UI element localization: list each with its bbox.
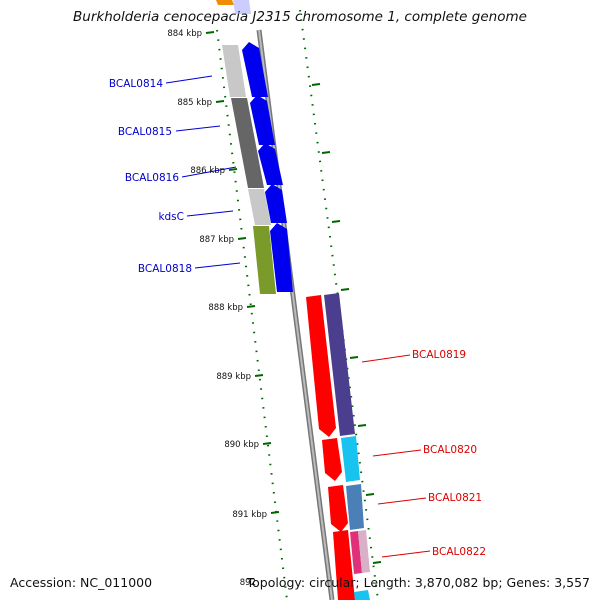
tick-label: 887 kbp	[199, 235, 234, 245]
forward-cds-track	[233, 0, 293, 292]
tick-mark	[270, 511, 280, 514]
cds-arrow-bcal0816	[258, 143, 283, 185]
leader-line	[186, 210, 234, 217]
scale-track-left	[216, 29, 288, 600]
cds-arrow-bcal0818	[270, 223, 293, 292]
gene-label-bcal0816[interactable]: BCAL0816	[125, 172, 179, 184]
feature-block-pink	[358, 530, 370, 573]
tick-mark	[246, 305, 256, 308]
leader-line	[165, 75, 213, 84]
tick-mark	[349, 356, 359, 359]
tick-label: 885 kbp	[177, 98, 212, 108]
tick-mark	[321, 151, 331, 154]
gene-label-bcal0814[interactable]: BCAL0814	[109, 78, 163, 90]
gene-label-bcal0819[interactable]: BCAL0819	[412, 349, 466, 361]
tick-label: 891 kbp	[232, 510, 267, 520]
topology-text: Topology: circular; Length: 3,870,082 bp…	[246, 575, 590, 590]
map-title: Burkholderia cenocepacia J2315 chromosom…	[73, 9, 527, 25]
tick-mark	[237, 237, 247, 240]
left-feature-blocks	[216, 0, 276, 294]
feature-block-steelblue	[346, 484, 364, 530]
feature-block-magenta	[350, 531, 362, 574]
tick-mark	[205, 31, 215, 34]
tick-mark	[228, 168, 238, 171]
feature-block-cyan	[341, 436, 360, 482]
tick-label: 889 kbp	[216, 372, 251, 382]
cds-arrow-kdsc	[265, 184, 287, 223]
tick-mark	[254, 374, 264, 377]
leader-line	[181, 166, 237, 178]
tick-mark	[372, 561, 382, 564]
leader-line	[372, 449, 422, 457]
right-gene-labels: BCAL0819 BCAL0820 BCAL0821 BCAL0822	[361, 349, 486, 558]
gene-label-bcal0815[interactable]: BCAL0815	[118, 126, 172, 138]
tick-mark	[311, 83, 321, 86]
gene-label-bcal0818[interactable]: BCAL0818	[138, 263, 192, 275]
accession-text: Accession: NC_011000	[10, 575, 153, 590]
cds-arrow-bcal0819	[306, 295, 336, 437]
cds-arrow-bcal0814	[242, 42, 268, 97]
tick-mark	[215, 100, 225, 103]
cds-arrow-top	[233, 0, 251, 14]
feature-block-orange	[216, 0, 234, 5]
leader-line	[194, 262, 241, 269]
tick-label: 884 kbp	[167, 29, 202, 39]
tick-label: 888 kbp	[208, 303, 243, 313]
feature-block-gray	[222, 45, 246, 97]
leader-line	[175, 125, 221, 132]
cds-arrow-bcal0821	[328, 485, 348, 532]
tick-mark	[357, 424, 367, 427]
cds-arrow-bcal0822	[333, 530, 355, 600]
left-gene-labels: BCAL0814 BCAL0815 BCAL0816 kdsC BCAL0818	[109, 75, 241, 275]
tick-mark	[262, 442, 272, 445]
leader-line	[377, 497, 427, 505]
feature-block-purple	[324, 293, 355, 436]
tick-mark	[340, 288, 350, 291]
leader-line	[361, 354, 411, 363]
tick-label: 890 kbp	[224, 440, 259, 450]
tick-mark	[331, 220, 341, 223]
feature-block-lightgray	[248, 189, 271, 225]
feature-block-cyan-bottom	[354, 590, 370, 600]
feature-block-olive	[253, 226, 276, 294]
leader-line	[381, 550, 431, 558]
gene-label-bcal0821[interactable]: BCAL0821	[428, 492, 482, 504]
tick-label: 892	[240, 578, 256, 588]
tick-mark	[365, 493, 375, 496]
scale-ticks: 884 kbp 885 kbp 886 kbp 887 kbp 888 kbp …	[167, 29, 382, 588]
feature-block-darkgray	[231, 98, 264, 188]
cds-arrow-bcal0820	[322, 438, 342, 481]
gene-label-bcal0820[interactable]: BCAL0820	[423, 444, 477, 456]
cds-arrow-bcal0815	[250, 95, 275, 145]
reverse-cds-track	[306, 295, 355, 600]
gene-label-kdsc[interactable]: kdsC	[158, 211, 184, 223]
gene-label-bcal0822[interactable]: BCAL0822	[432, 546, 486, 558]
right-feature-blocks	[324, 293, 370, 600]
tick-label: 886 kbp	[190, 166, 225, 176]
